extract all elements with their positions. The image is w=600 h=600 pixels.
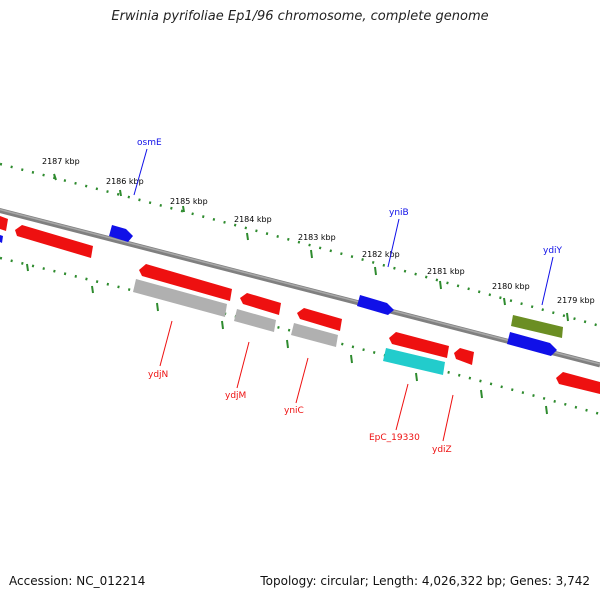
- ruler-label: 2179 kbp: [557, 296, 595, 305]
- gene-arrow-left-edge: [0, 235, 3, 243]
- gene-arrow-ydiy: [511, 315, 563, 338]
- label-pointer: [159, 320, 173, 367]
- gene-arrow-ydjn: [139, 264, 232, 301]
- ruler-tick: [182, 205, 185, 213]
- ruler-tick: [26, 263, 29, 272]
- ruler-tick: [350, 354, 353, 364]
- gene-block-ynic-pseudo: [291, 323, 338, 347]
- label-pointer: [541, 256, 554, 306]
- gene-arrow-ynic: [297, 308, 342, 331]
- gene-arrow-ydiz: [454, 348, 474, 365]
- ruler-tick: [545, 405, 548, 415]
- ruler-label: 2180 kbp: [492, 282, 530, 291]
- accession-text: Accession: NC_012214: [9, 574, 146, 588]
- ruler-tick: [374, 266, 377, 276]
- ruler-tick: [480, 389, 483, 399]
- label-pointer: [295, 357, 309, 404]
- gene-block-ydjn-pseudo: [133, 279, 227, 317]
- gene-block-ydjm-pseudo: [234, 309, 276, 332]
- ruler-label: 2185 kbp: [170, 197, 208, 206]
- ruler-tick: [286, 339, 289, 349]
- ruler-label: 2186 kbp: [106, 177, 144, 186]
- outer-ruler-ticks: [53, 173, 569, 322]
- gene-arrow-ynib: [357, 295, 394, 315]
- gene-arrow-ydjm: [240, 293, 281, 315]
- label-pointer: [133, 148, 148, 196]
- pseudo-genes: [133, 279, 338, 347]
- ruler-label: 2183 kbp: [298, 233, 336, 242]
- gene-label-ynic: yniC: [284, 406, 304, 416]
- ruler-tick: [566, 312, 569, 322]
- gene-arrow-reverse: [15, 225, 93, 258]
- outer-ruler-line: [0, 162, 600, 328]
- topology-text: Topology: circular; Length: 4,026,322 bp…: [260, 574, 590, 588]
- gene-label-epc-19330: EpC_19330: [369, 433, 420, 443]
- gene-arrow-right-edge: [556, 372, 600, 394]
- gene-label-ydjn: ydjN: [148, 370, 168, 380]
- ruler-label: 2181 kbp: [427, 267, 465, 276]
- ruler-tick: [53, 173, 57, 181]
- gene-label-ydiz: ydiZ: [432, 445, 452, 455]
- forward-genes: [0, 225, 557, 356]
- gene-label-ynib: yniB: [389, 208, 409, 218]
- map-title: Erwinia pyrifoliae Ep1/96 chromosome, co…: [111, 9, 489, 24]
- ruler-tick: [246, 232, 249, 241]
- ruler-tick: [221, 320, 224, 330]
- ruler-label: 2184 kbp: [234, 215, 272, 224]
- ruler-tick: [439, 280, 442, 290]
- gene-block-epc-19330: [383, 348, 445, 375]
- gene-label-ydiy: ydiY: [543, 246, 563, 256]
- ruler-tick: [415, 372, 418, 382]
- gene-arrow-osme: [109, 225, 133, 242]
- label-pointer: [442, 394, 454, 442]
- label-pointer: [387, 218, 400, 268]
- ruler-label: 2187 kbp: [42, 157, 80, 166]
- ruler-tick: [310, 249, 313, 259]
- inner-ruler-ticks: [26, 263, 548, 415]
- reverse-genes: [0, 216, 600, 394]
- label-pointer: [395, 383, 409, 431]
- ruler-label: 2182 kbp: [362, 250, 400, 259]
- ruler-tick: [156, 302, 159, 312]
- label-pointer: [236, 341, 250, 389]
- gene-arrow-left-partial: [0, 216, 8, 231]
- gene-arrow-epc-19330-top: [389, 332, 449, 358]
- ruler-tick: [91, 285, 94, 294]
- gene-label-osme: osmE: [137, 138, 162, 148]
- gene-label-ydjm: ydjM: [225, 391, 246, 401]
- ruler-tick: [119, 189, 122, 197]
- ruler-tick: [503, 297, 506, 306]
- gene-arrow-ydiy-lower: [507, 332, 557, 356]
